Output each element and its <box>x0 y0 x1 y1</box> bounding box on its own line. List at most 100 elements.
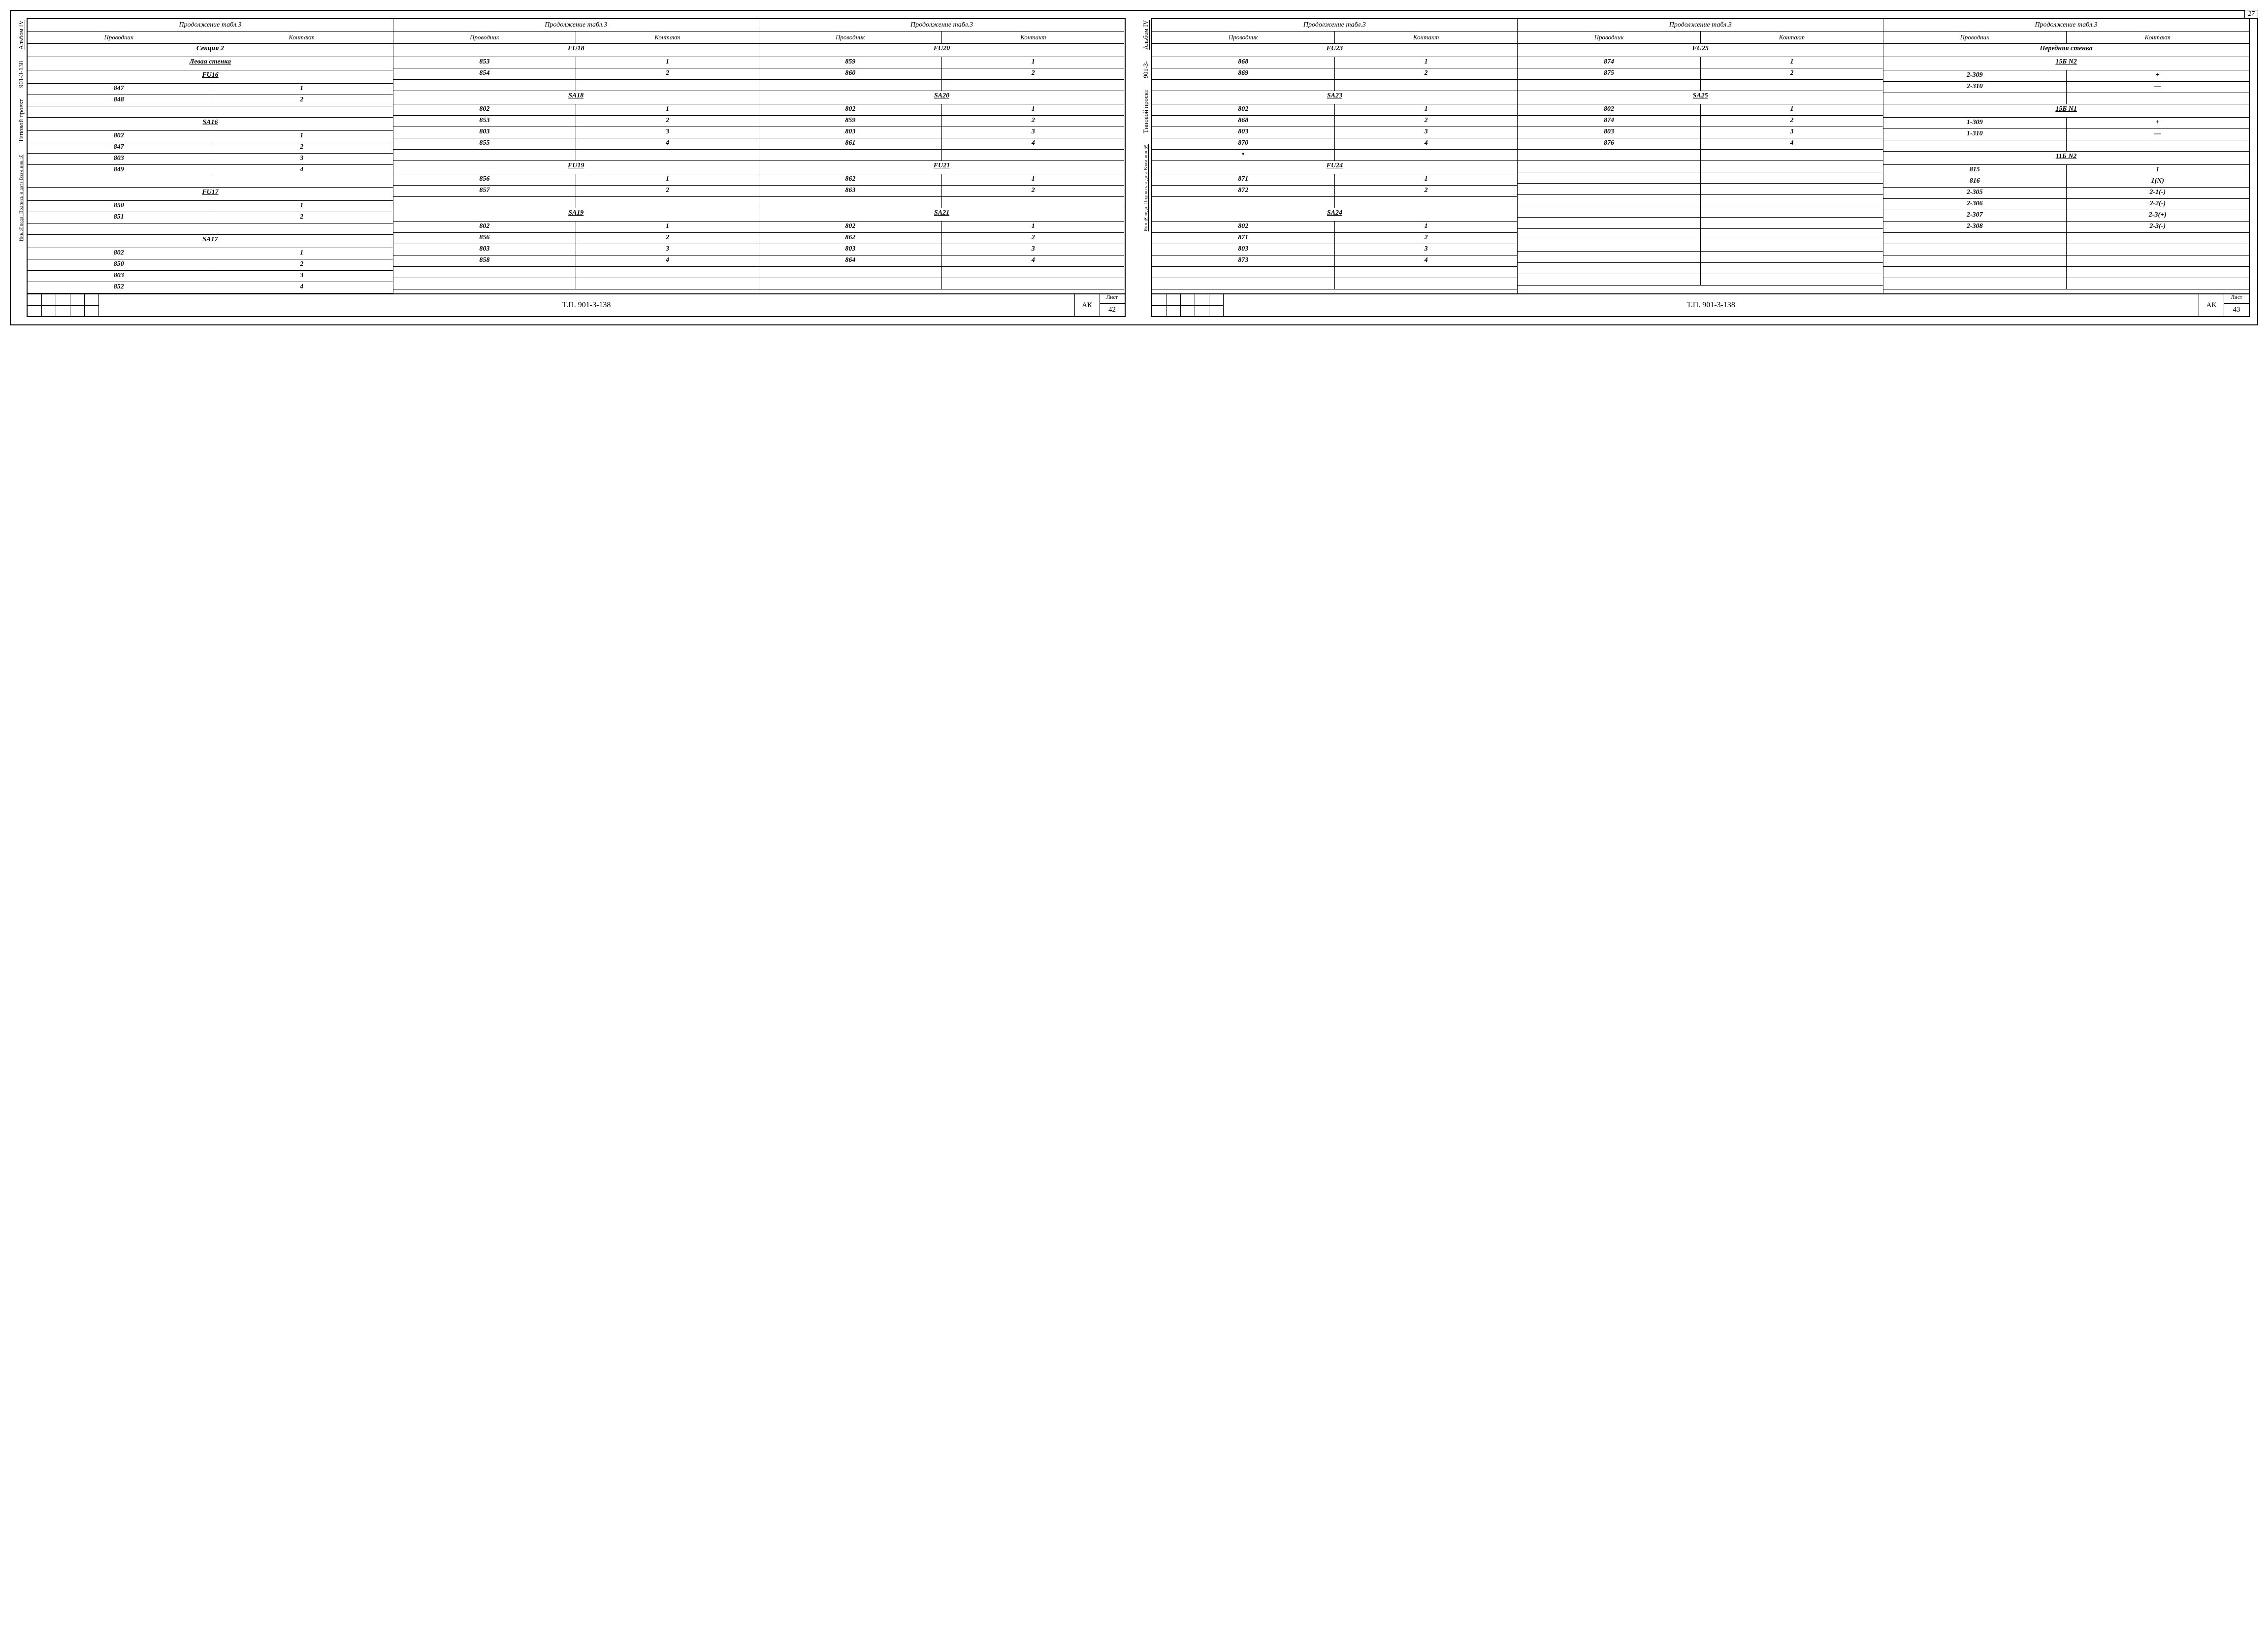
table-row <box>759 197 1125 208</box>
table-row: 2-310— <box>1883 82 2249 93</box>
section-label-row: FU24 <box>1152 161 1518 174</box>
page-left: Альбом IV 901-3-138 Типовой проект Инв.№… <box>16 18 1126 317</box>
cell-kontakt: 1 <box>2067 165 2249 176</box>
table-row: 8151 <box>1883 165 2249 176</box>
table-row: 8764 <box>1518 138 1883 150</box>
side-labels-left: Альбом IV 901-3-138 Типовой проект Инв.№… <box>16 18 27 317</box>
table-row: 8021 <box>759 222 1125 233</box>
tb-sheet-num-left: 42 <box>1100 304 1125 316</box>
cell-provodnik <box>1518 240 1700 251</box>
tb-stamp-cells <box>28 294 99 316</box>
cell-kontakt <box>942 267 1124 278</box>
cell-provodnik: 802 <box>1152 104 1335 115</box>
section-label-row: Секция 2 <box>28 44 393 57</box>
cell-kontakt <box>210 106 392 117</box>
cell-kontakt <box>1335 80 1517 91</box>
tb-ak: АК <box>1075 294 1100 316</box>
cell-kontakt: 1 <box>942 57 1124 68</box>
section-label-row: Передняя стенка <box>1883 44 2249 57</box>
section-label-row: Левая стенка <box>28 57 393 70</box>
cell-kontakt: 2 <box>576 186 758 196</box>
hdr-kontakt: Контакт <box>1335 32 1517 43</box>
columns-right: Продолжение табл.3ПроводникКонтактFU2386… <box>1152 19 2249 293</box>
table-row <box>1518 240 1883 252</box>
cell-kontakt: 3 <box>1335 127 1517 138</box>
cell-provodnik: 874 <box>1518 116 1700 127</box>
cell-provodnik: 2-306 <box>1883 199 2066 210</box>
table-row: • <box>1152 150 1518 161</box>
column-title: Продолжение табл.3 <box>1883 19 2249 32</box>
table-row <box>28 223 393 235</box>
cell-kontakt: 1 <box>576 174 758 185</box>
cell-kontakt: 1 <box>1701 57 1883 68</box>
table-row: 8494 <box>28 165 393 176</box>
table-row: 8622 <box>759 233 1125 244</box>
cell-kontakt: 2-3(+) <box>2067 210 2249 221</box>
cell-provodnik: 803 <box>1518 127 1700 138</box>
cell-kontakt: 1 <box>210 201 392 212</box>
cell-provodnik: 871 <box>1152 174 1335 185</box>
cell-kontakt: 1 <box>942 174 1124 185</box>
cell-kontakt <box>210 176 392 187</box>
cell-provodnik: 868 <box>1152 116 1335 127</box>
column-title: Продолжение табл.3 <box>1518 19 1883 32</box>
table-row <box>1518 206 1883 218</box>
cell-kontakt: 4 <box>942 255 1124 266</box>
section-label-row: SA20 <box>759 91 1125 104</box>
table-row <box>1518 252 1883 263</box>
cell-kontakt <box>1701 240 1883 251</box>
hdr-provodnik: Проводник <box>28 32 210 43</box>
table-row: 8021 <box>28 131 393 142</box>
table-row: 8021 <box>393 104 759 116</box>
hdr-provodnik: Проводник <box>1883 32 2066 43</box>
cell-kontakt <box>576 267 758 278</box>
col-r3: Продолжение табл.3ПроводникКонтактПередн… <box>1883 19 2249 293</box>
cell-provodnik <box>759 197 942 208</box>
cell-kontakt: 4 <box>576 138 758 149</box>
cell-provodnik <box>1883 93 2066 104</box>
cell-provodnik: 863 <box>759 186 942 196</box>
table-row: 8542 <box>393 68 759 80</box>
table-row: 8033 <box>1152 244 1518 255</box>
table-row: 8531 <box>393 57 759 68</box>
cell-provodnik: 851 <box>28 212 210 223</box>
column-title: Продолжение табл.3 <box>393 19 759 32</box>
table-row <box>393 278 759 289</box>
cell-kontakt: 4 <box>1335 255 1517 266</box>
table-row: 8742 <box>1518 116 1883 127</box>
page-body-right: Продолжение табл.3ПроводникКонтактFU2386… <box>1151 18 2250 317</box>
cell-provodnik <box>1883 255 2066 266</box>
cell-provodnik: 850 <box>28 201 210 212</box>
cell-provodnik <box>28 106 210 117</box>
cell-kontakt <box>2067 140 2249 151</box>
cell-provodnik: 1-310 <box>1883 129 2066 140</box>
section-label-row: 15Б N1 <box>1883 104 2249 118</box>
cell-kontakt: 1 <box>1701 104 1883 115</box>
hdr-provodnik: Проводник <box>1152 32 1335 43</box>
cell-provodnik: 854 <box>393 68 576 79</box>
cell-kontakt: 1 <box>576 104 758 115</box>
cell-kontakt: 2 <box>576 116 758 127</box>
table-row: 8512 <box>28 212 393 223</box>
cell-kontakt <box>2067 93 2249 104</box>
cell-provodnik: 874 <box>1518 57 1700 68</box>
table-row: 8752 <box>1518 68 1883 80</box>
table-row: 8472 <box>28 142 393 154</box>
hdr-kontakt: Контакт <box>1701 32 1883 43</box>
cell-provodnik: 871 <box>1152 233 1335 244</box>
cell-provodnik: 869 <box>1152 68 1335 79</box>
cell-kontakt: 2 <box>210 142 392 153</box>
table-row <box>1518 263 1883 274</box>
cell-kontakt <box>942 80 1124 91</box>
cell-kontakt: 1 <box>1335 174 1517 185</box>
cell-provodnik: 853 <box>393 57 576 68</box>
cell-provodnik: 860 <box>759 68 942 79</box>
section-label-row: 11Б N2 <box>1883 152 2249 165</box>
cell-kontakt <box>2067 267 2249 278</box>
cell-kontakt: 1 <box>210 84 392 95</box>
column-header-row: ПроводникКонтакт <box>393 32 759 44</box>
side-album-r: Альбом IV <box>1142 18 1150 52</box>
table-row <box>1518 150 1883 161</box>
cell-provodnik: • <box>1152 150 1335 160</box>
cell-provodnik <box>1518 172 1700 183</box>
